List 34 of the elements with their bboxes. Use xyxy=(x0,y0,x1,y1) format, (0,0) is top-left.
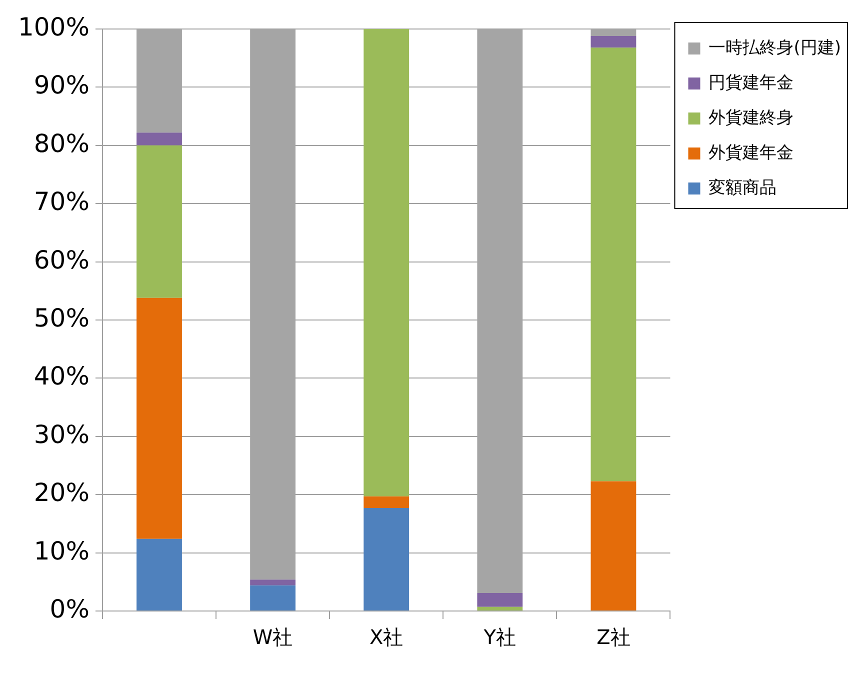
x-tick-label: Z社 xyxy=(596,625,630,650)
legend-label: 外貨建終身 xyxy=(708,108,794,128)
bar xyxy=(590,481,636,610)
bar xyxy=(590,48,636,482)
y-tick-label: 20% xyxy=(34,478,90,508)
y-tick-label: 30% xyxy=(34,420,90,449)
bar xyxy=(250,585,296,610)
bar xyxy=(250,580,296,586)
bar xyxy=(136,538,182,610)
bar xyxy=(590,36,636,48)
x-tick-label: W社 xyxy=(252,625,293,650)
legend-label: 円貨建年金 xyxy=(708,72,794,93)
y-tick-label: 0% xyxy=(50,594,90,624)
bar xyxy=(477,592,523,607)
bar xyxy=(136,145,182,298)
bar xyxy=(136,132,182,146)
y-tick-label: 80% xyxy=(34,128,90,158)
bar xyxy=(136,298,182,539)
legend-label: 一時払終身(円建) xyxy=(708,38,841,58)
y-tick-label: 70% xyxy=(34,187,90,216)
y-tick-label: 10% xyxy=(34,536,90,566)
y-tick-label: 90% xyxy=(34,70,90,100)
y-tick-label: 40% xyxy=(34,362,90,391)
x-tick-label: X社 xyxy=(370,625,404,650)
bar xyxy=(364,29,410,496)
legend-label: 外貨建年金 xyxy=(708,142,794,163)
bar xyxy=(364,508,410,610)
x-tick-label: Y社 xyxy=(482,625,516,650)
bar xyxy=(477,606,523,610)
y-tick-label: 50% xyxy=(34,304,90,332)
bar xyxy=(364,496,410,508)
y-tick-label: 100% xyxy=(18,12,90,42)
y-tick-label: 60% xyxy=(34,245,90,274)
legend-label: 変額商品 xyxy=(708,178,777,198)
